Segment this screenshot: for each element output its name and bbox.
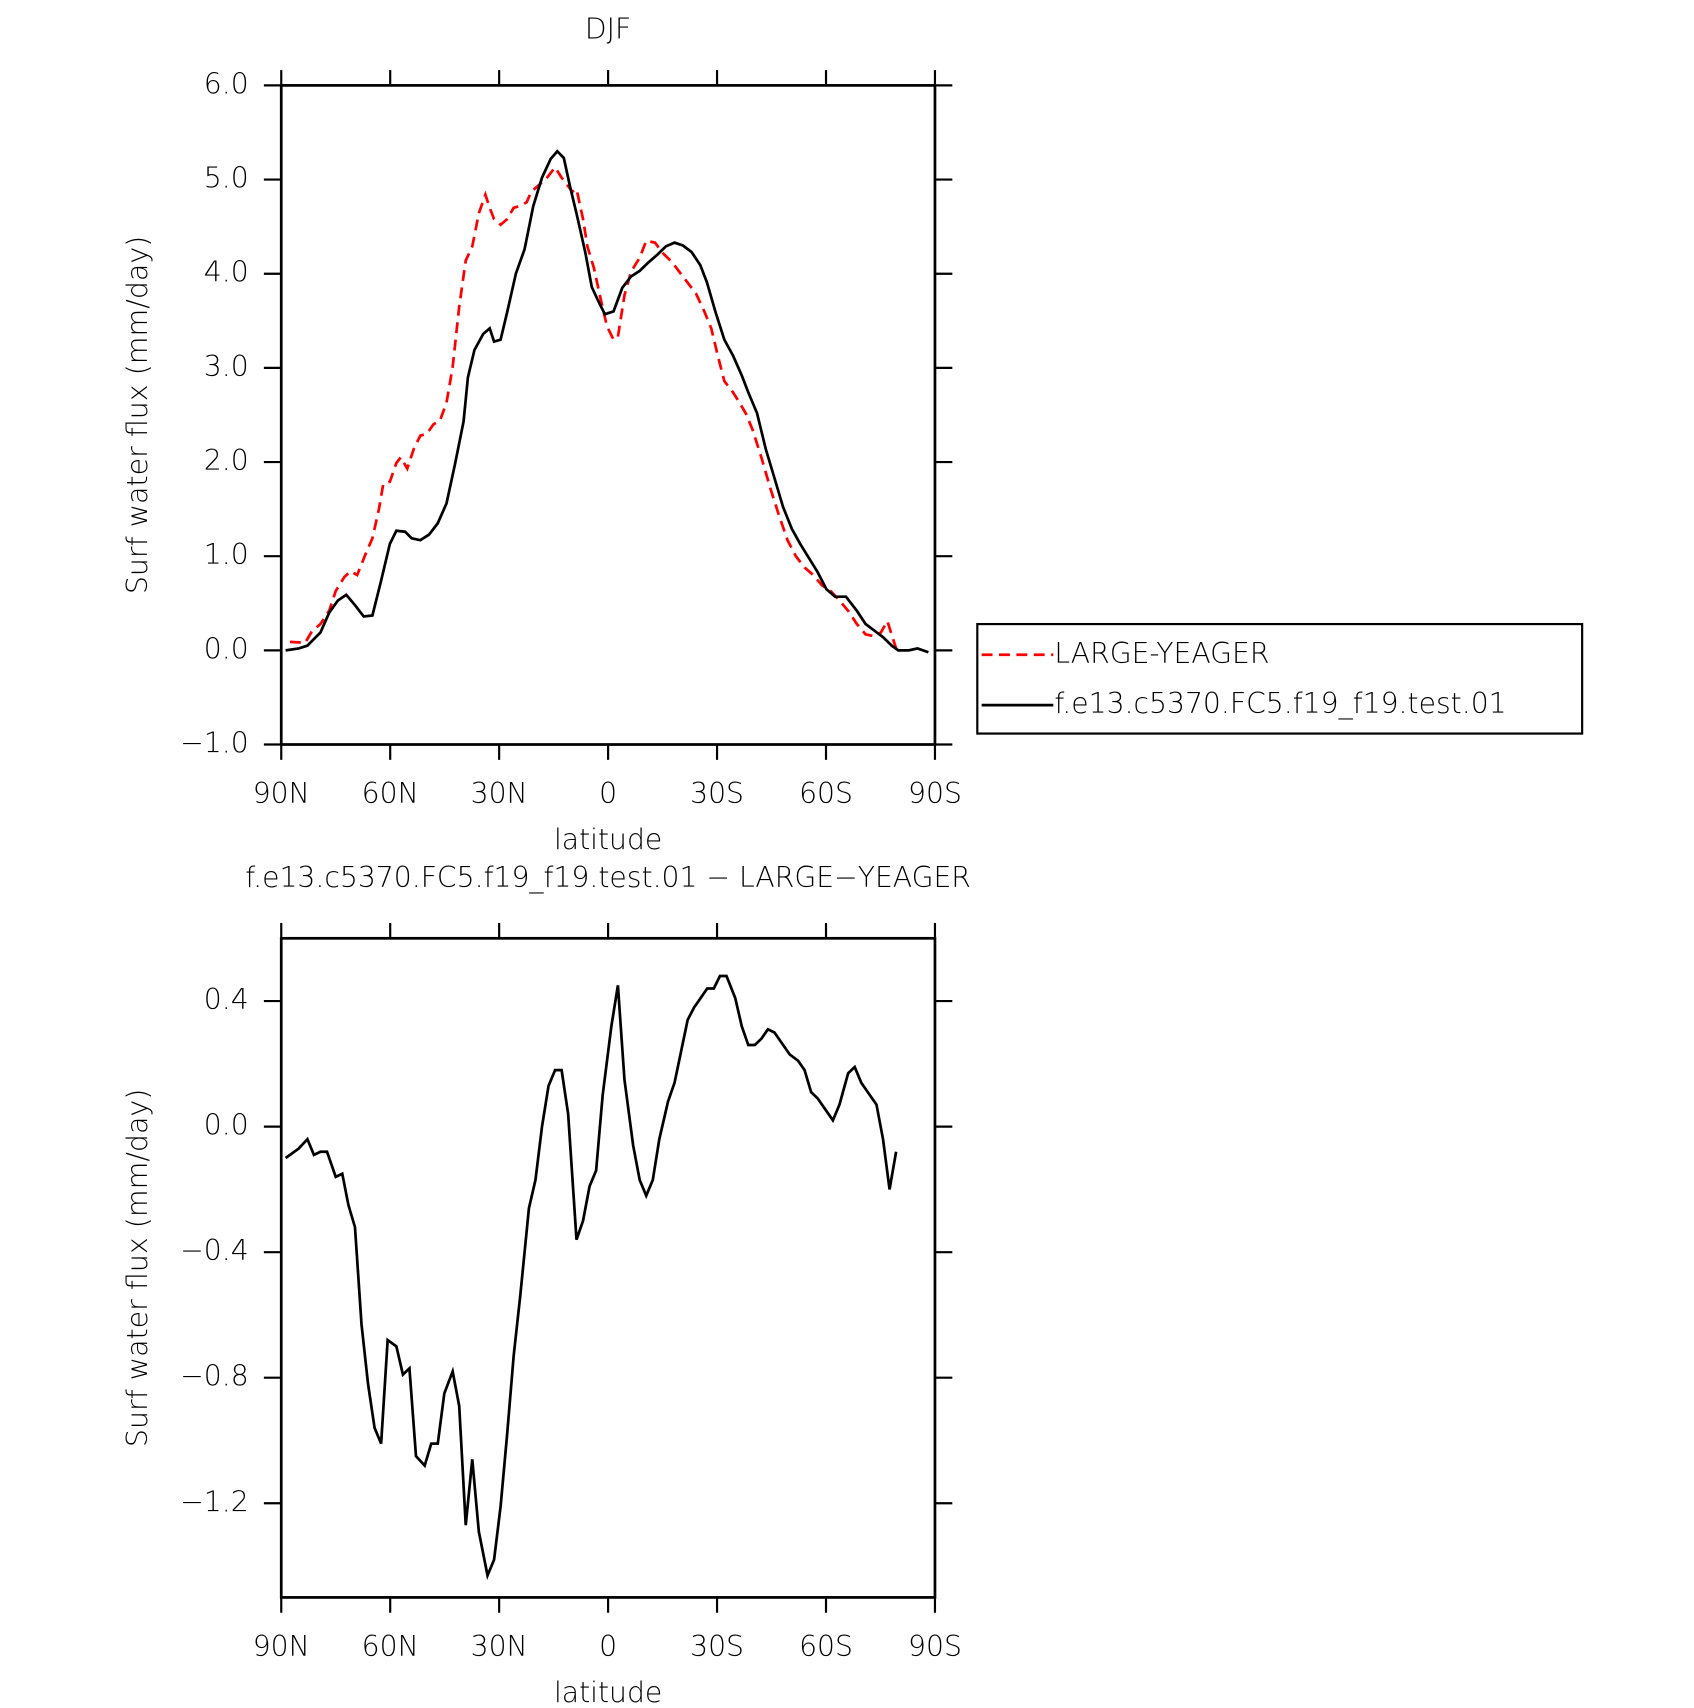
y-tick-label: 1.0: [204, 538, 249, 571]
x-tick-label: 90S: [908, 1630, 962, 1663]
x-tick-label: 30S: [690, 1630, 744, 1663]
x-tick-label: 0: [599, 1630, 617, 1663]
x-tick-label: 60N: [362, 777, 419, 810]
chart-title: f.e13.c5370.FC5.f19_f19.test.01 − LARGE−…: [245, 861, 971, 895]
legend-label: LARGE-YEAGER: [1054, 637, 1269, 670]
x-tick-label: 60S: [799, 777, 853, 810]
y-tick-label: 4.0: [204, 256, 249, 289]
legend-box: [976, 622, 1584, 735]
x-tick-label: 60N: [362, 1630, 419, 1663]
x-tick-label: 30N: [471, 1630, 528, 1663]
x-tick-label: 90S: [908, 777, 962, 810]
y-tick-label: 0.0: [204, 632, 249, 665]
series-line: [289, 164, 898, 649]
y-tick-label: 6.0: [204, 67, 249, 100]
y-axis-label: Surf water flux (mm/day): [121, 1089, 154, 1447]
series-line: [284, 974, 898, 1581]
y-tick-label: 0.4: [204, 983, 249, 1016]
x-tick-label: 60S: [799, 1630, 853, 1663]
y-tick-label: 2.0: [204, 444, 249, 477]
y-tick-label: 5.0: [204, 161, 249, 194]
y-tick-label: 0.0: [204, 1109, 249, 1142]
chart-title: DJF: [585, 13, 631, 46]
x-tick-label: 90N: [253, 1630, 310, 1663]
x-axis-label: latitude: [554, 1676, 662, 1708]
x-tick-label: 90N: [253, 777, 310, 810]
y-tick-label: −1.2: [180, 1485, 249, 1518]
x-axis-label: latitude: [554, 823, 662, 856]
y-axis-label: Surf water flux (mm/day): [121, 236, 154, 594]
y-tick-label: −0.4: [180, 1234, 249, 1267]
series-line: [285, 149, 929, 654]
x-tick-label: 0: [599, 777, 617, 810]
x-tick-label: 30S: [690, 777, 744, 810]
plot-frame: [279, 84, 937, 746]
x-tick-label: 30N: [471, 777, 528, 810]
y-tick-label: −0.8: [180, 1360, 249, 1393]
y-tick-label: 3.0: [204, 350, 249, 383]
plot-frame: [279, 936, 937, 1599]
legend-label: f.e13.c5370.FC5.f19_f19.test.01: [1054, 687, 1506, 721]
y-tick-label: −1.0: [180, 726, 249, 759]
